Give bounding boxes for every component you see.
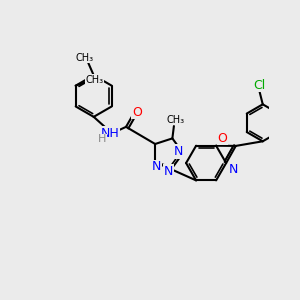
Text: NH: NH (100, 127, 119, 140)
Text: CH₃: CH₃ (85, 74, 103, 85)
Text: N: N (174, 145, 183, 158)
Text: O: O (132, 106, 142, 119)
Text: Cl: Cl (253, 79, 265, 92)
Text: CH₃: CH₃ (75, 52, 94, 63)
Text: H: H (98, 134, 106, 144)
Text: N: N (152, 160, 161, 173)
Text: N: N (164, 165, 173, 178)
Text: CH₃: CH₃ (167, 115, 184, 125)
Text: O: O (217, 131, 227, 145)
Text: N: N (229, 163, 239, 176)
